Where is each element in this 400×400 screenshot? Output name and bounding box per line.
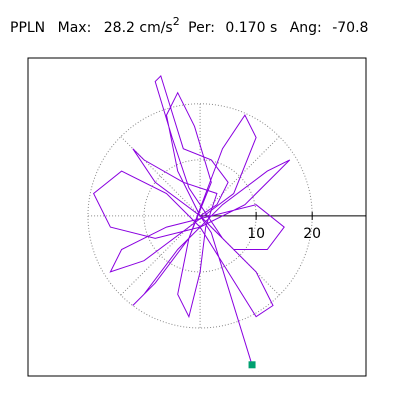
title-ang-label: Ang:: [290, 20, 322, 36]
trajectory: [92, 74, 291, 365]
x-tick-label: 10: [247, 226, 265, 242]
title-per-value: 0.170 s: [225, 20, 277, 36]
title-max-value: 28.2 cm/s: [104, 20, 173, 36]
title-max-label: Max:: [58, 20, 92, 36]
title-max-exp: 2: [173, 15, 180, 28]
title-per-label: Per:: [188, 20, 215, 36]
title-name: PPLN: [10, 20, 45, 36]
end-marker: [248, 361, 256, 369]
grid-spoke: [199, 136, 280, 217]
x-tick-label: 20: [303, 226, 321, 242]
chart-title: PPLN Max: 28.2 cm/s2 Per: 0.170 s Ang: -…: [10, 14, 368, 36]
plot-frame: [27, 57, 367, 377]
title-ang-value: -70.8: [332, 20, 368, 36]
